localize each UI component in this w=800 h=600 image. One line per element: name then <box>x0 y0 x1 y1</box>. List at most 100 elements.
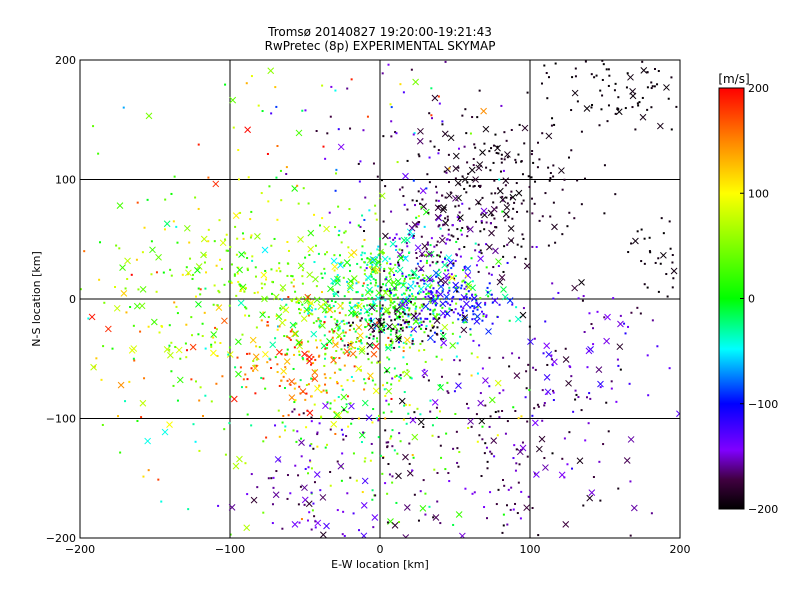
data-point <box>357 224 360 227</box>
data-point <box>518 356 521 359</box>
data-point-x <box>346 284 354 292</box>
data-point <box>429 320 432 323</box>
data-point <box>517 481 520 484</box>
data-point <box>436 254 439 257</box>
data-point <box>502 255 505 258</box>
data-point <box>249 236 252 239</box>
data-point <box>514 502 517 505</box>
data-point <box>419 279 422 282</box>
data-point <box>389 304 392 307</box>
data-point <box>214 326 217 329</box>
data-point <box>552 399 555 402</box>
data-point <box>463 287 466 290</box>
data-point-x <box>323 522 330 530</box>
data-point <box>507 216 510 219</box>
data-point <box>320 391 323 394</box>
data-point-x <box>377 248 384 256</box>
data-point <box>432 309 435 312</box>
data-point <box>432 294 435 297</box>
data-point <box>301 109 304 112</box>
data-point-x <box>259 311 266 319</box>
data-point <box>503 158 506 161</box>
data-point <box>244 462 247 465</box>
data-point <box>486 467 489 470</box>
data-point-x <box>506 297 514 304</box>
data-point <box>191 277 194 280</box>
x-tick-label: −200 <box>65 543 95 556</box>
data-point <box>348 301 351 304</box>
data-point <box>476 116 479 119</box>
data-point <box>297 301 300 304</box>
data-point <box>244 306 247 309</box>
data-point <box>647 394 650 397</box>
data-point-x <box>535 445 543 453</box>
data-point <box>387 403 390 406</box>
data-point <box>323 334 326 337</box>
data-point <box>309 304 312 307</box>
data-point <box>224 83 227 86</box>
data-point <box>330 315 333 318</box>
data-point-x <box>320 342 328 350</box>
data-point <box>292 429 295 432</box>
data-point <box>391 475 394 478</box>
data-point <box>361 293 364 296</box>
data-point <box>83 250 86 253</box>
data-point <box>362 431 365 434</box>
data-point <box>411 342 414 345</box>
data-point <box>435 416 438 419</box>
data-point <box>381 307 384 310</box>
data-point-x <box>398 397 406 405</box>
data-point <box>342 329 345 332</box>
data-point <box>397 341 400 344</box>
data-point <box>418 325 421 328</box>
data-point <box>476 372 479 375</box>
data-point <box>429 399 432 402</box>
data-point <box>421 340 424 343</box>
data-point <box>424 492 427 495</box>
data-point <box>617 364 620 367</box>
data-point <box>169 268 172 271</box>
data-point <box>482 312 485 315</box>
data-point-x <box>235 338 242 346</box>
data-point <box>329 307 332 310</box>
data-point <box>352 512 355 515</box>
data-point <box>420 309 423 312</box>
data-point <box>590 106 593 109</box>
data-point <box>406 363 409 366</box>
data-point <box>343 534 346 537</box>
data-point <box>586 396 589 399</box>
data-point <box>199 386 202 389</box>
data-point-x <box>390 279 398 286</box>
data-point-x <box>519 444 527 452</box>
data-point <box>388 290 391 293</box>
data-point <box>364 319 367 322</box>
data-point <box>410 68 413 71</box>
data-point <box>425 262 428 265</box>
data-point <box>236 356 239 359</box>
data-point <box>501 195 504 198</box>
data-point <box>288 337 291 340</box>
data-point <box>376 361 379 364</box>
data-point <box>350 298 353 301</box>
data-point <box>572 410 575 413</box>
data-point-x <box>460 326 468 334</box>
data-point-x <box>145 112 153 120</box>
data-point <box>491 322 494 325</box>
data-point <box>433 245 436 248</box>
data-point <box>500 153 503 156</box>
data-point <box>139 330 142 333</box>
data-point <box>393 287 396 290</box>
data-point <box>419 317 422 320</box>
data-point <box>119 451 122 454</box>
data-point <box>329 484 332 487</box>
data-point <box>545 392 548 395</box>
data-point <box>161 325 164 328</box>
data-point <box>289 492 292 495</box>
data-point <box>289 383 292 386</box>
data-point <box>281 289 284 292</box>
data-point <box>451 321 454 324</box>
data-point <box>264 387 267 390</box>
data-point <box>191 334 194 337</box>
data-point <box>367 323 370 326</box>
data-point <box>201 322 204 325</box>
